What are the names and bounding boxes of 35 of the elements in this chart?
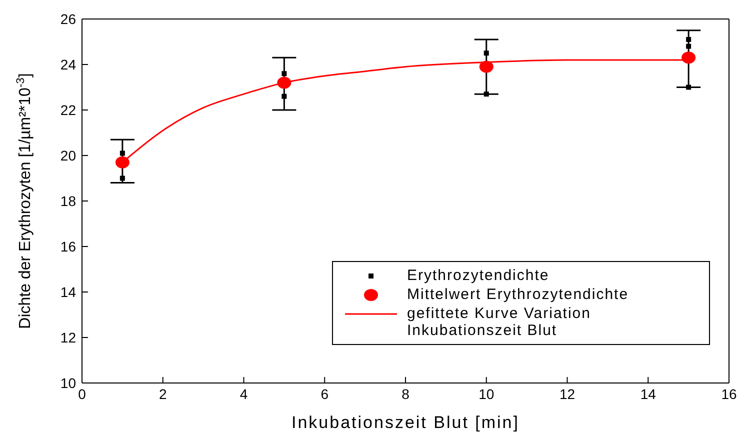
x-tick-label: 6	[320, 386, 329, 402]
point	[115, 156, 130, 168]
x-tick-label: 2	[158, 386, 167, 402]
point	[682, 52, 696, 64]
x-tick-label: 4	[240, 386, 248, 402]
y-tick-label: 18	[60, 192, 76, 209]
point	[686, 44, 692, 49]
point	[686, 36, 692, 42]
legend-label: Mittelwert Erythrozytendichte	[407, 286, 629, 303]
point	[282, 94, 287, 99]
point	[120, 176, 125, 181]
x-tick-label: 10	[478, 386, 494, 402]
point	[484, 92, 489, 97]
y-tick-label: 16	[60, 238, 76, 254]
point	[479, 60, 494, 73]
x-axis-title: Inkubationszeit Blut [min]	[292, 413, 520, 432]
legend-label: Erythrozytendichte	[407, 267, 550, 284]
x-tick-label: 0	[78, 386, 86, 402]
y-tick-label: 22	[60, 102, 76, 118]
point	[686, 84, 692, 90]
x-tick-label: 16	[721, 386, 737, 402]
y-tick-label: 26	[60, 10, 76, 27]
y-tick-label: 20	[60, 147, 76, 164]
y-tick-label: 14	[60, 284, 76, 300]
x-tick-label: 8	[402, 386, 410, 402]
x-tick-label: 14	[640, 386, 656, 402]
point	[277, 76, 292, 89]
point	[282, 71, 287, 76]
x-tick-label: 12	[559, 386, 576, 402]
y-tick-label: 10	[60, 374, 76, 391]
legend-label: gefittete Kurve Variation Inkubationszeit Blut	[407, 305, 592, 339]
y-tick-label: 24	[60, 56, 76, 72]
point	[484, 50, 489, 56]
y-tick-label: 12	[60, 329, 76, 346]
point	[120, 150, 125, 156]
